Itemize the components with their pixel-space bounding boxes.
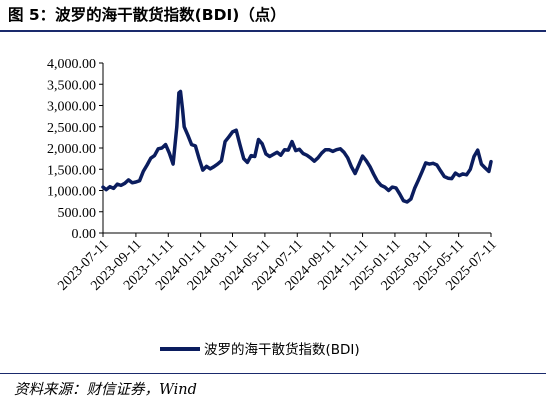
y-tick-label: 3,500.00 [47,78,96,93]
title-underline [0,30,546,32]
y-tick-label: 2,500.00 [47,121,96,136]
y-tick-label: 1,000.00 [47,185,96,200]
footer-rule [0,373,546,374]
y-axis-tick-labels: 0.00 500.00 1,000.00 1,500.00 2,000.00 2,500.… [47,57,96,242]
y-tick-label: 1,500.00 [47,163,96,178]
x-axis-tick-labels: 2023-07-112023-09-112023-11-112024-01-11… [55,237,499,293]
y-tick-label: 2,000.00 [47,142,96,157]
figure-title: 图 5：波罗的海干散货指数(BDI)（点） [8,6,286,24]
chart-axes [99,62,492,237]
series-line-bdi [101,89,493,204]
y-tick-label: 3,000.00 [47,100,96,115]
y-tick-label: 500.00 [58,206,97,221]
legend-label: 波罗的海干散货指数(BDI) [204,341,360,358]
y-tick-label: 4,000.00 [47,57,96,72]
source-note: 资料来源：财信证券，Wind [14,382,197,398]
y-tick-label: 0.00 [72,227,97,242]
chart-legend: 波罗的海干散货指数(BDI) [160,341,360,358]
